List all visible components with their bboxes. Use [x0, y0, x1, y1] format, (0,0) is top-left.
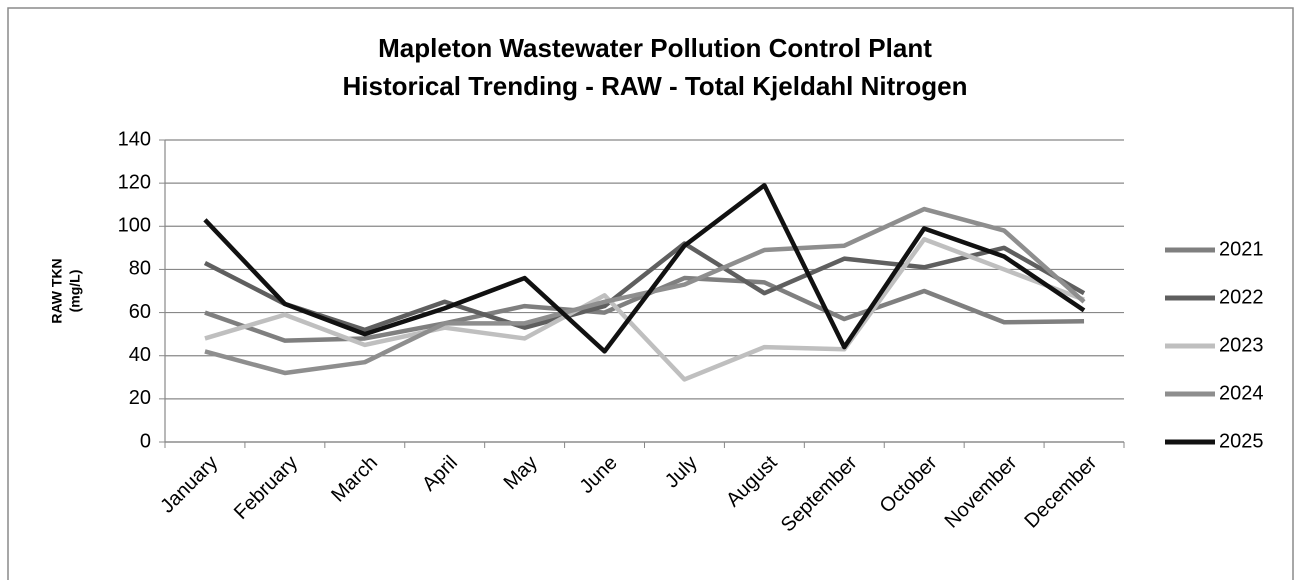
y-tick-label: 20 [129, 387, 151, 409]
y-tick-label: 140 [118, 128, 151, 150]
y-axis-label: (mg/L) [67, 270, 83, 313]
y-tick-label: 0 [140, 430, 151, 452]
chart-title: Historical Trending - RAW - Total Kjelda… [343, 71, 968, 101]
y-tick-label: 120 [118, 171, 151, 193]
legend-label: 2023 [1219, 334, 1264, 356]
y-tick-label: 40 [129, 344, 151, 366]
legend-label: 2024 [1219, 382, 1264, 404]
y-tick-label: 80 [129, 258, 151, 280]
series-line [203, 241, 1086, 333]
y-axis-label: RAW TKN [49, 258, 65, 323]
chart-title: Mapleton Wastewater Pollution Control Pl… [378, 33, 932, 63]
series-line [204, 206, 1086, 376]
legend-label: 2022 [1219, 286, 1264, 308]
y-tick-label: 60 [129, 301, 151, 323]
y-tick-label: 100 [118, 215, 151, 237]
series-line [203, 183, 1086, 354]
legend-label: 2021 [1219, 238, 1264, 260]
legend-label: 2025 [1219, 430, 1264, 452]
series-line [204, 236, 1085, 382]
